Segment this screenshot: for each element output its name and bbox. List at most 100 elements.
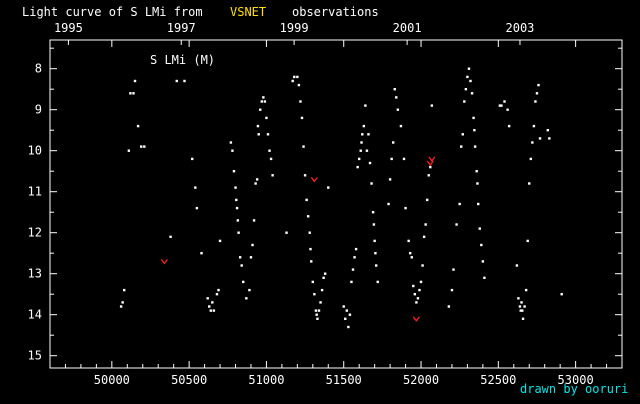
observation-point xyxy=(218,239,222,243)
observation-point xyxy=(368,161,372,165)
observation-point xyxy=(306,215,310,218)
observation-point xyxy=(297,83,301,87)
y-tick-label: 11 xyxy=(28,185,42,199)
observation-point xyxy=(560,293,563,296)
observation-point xyxy=(476,182,479,185)
observation-point xyxy=(481,260,485,263)
observation-point xyxy=(252,219,256,222)
observation-point xyxy=(529,157,532,161)
observation-point xyxy=(254,182,257,185)
y-tick-label: 13 xyxy=(28,267,42,281)
observation-point xyxy=(534,100,537,103)
observation-point xyxy=(242,280,245,284)
observation-point xyxy=(427,174,430,177)
observation-point xyxy=(392,141,395,144)
observation-point xyxy=(231,149,234,152)
observation-point xyxy=(396,108,400,111)
observation-point xyxy=(463,100,466,103)
observation-point xyxy=(256,124,260,128)
observation-point xyxy=(360,141,363,144)
observation-point xyxy=(320,288,324,292)
observation-point xyxy=(447,305,451,308)
upper-limit-mark xyxy=(412,316,420,322)
observation-point xyxy=(538,137,542,140)
observation-point xyxy=(271,174,274,177)
observation-point xyxy=(235,206,239,210)
observation-point xyxy=(477,202,480,206)
observation-point xyxy=(323,272,327,275)
observation-point xyxy=(211,301,214,304)
observation-point xyxy=(285,231,288,234)
observation-point xyxy=(450,288,454,292)
credit-label: drawn by ooruri xyxy=(520,382,628,396)
observation-point xyxy=(413,293,417,296)
observation-point xyxy=(409,252,412,255)
observation-point xyxy=(526,239,529,243)
observation-point xyxy=(421,264,424,267)
observation-point xyxy=(517,297,520,300)
observation-point xyxy=(353,256,356,259)
observation-point xyxy=(426,198,429,202)
chart-title-suffix: observations xyxy=(292,5,379,19)
observation-point xyxy=(229,141,233,144)
observation-point xyxy=(208,305,211,308)
observation-point xyxy=(327,186,330,189)
year-tick-label: 2001 xyxy=(393,21,422,35)
observation-point xyxy=(212,309,216,312)
star-label: S LMi (M) xyxy=(150,53,215,67)
observation-point xyxy=(365,149,369,152)
observation-point xyxy=(347,325,350,329)
observation-point xyxy=(195,206,199,210)
observation-point xyxy=(319,301,322,304)
observation-point xyxy=(194,186,197,189)
year-tick-label: 1997 xyxy=(167,21,196,35)
observation-point xyxy=(299,100,302,103)
observation-point xyxy=(313,293,316,296)
observation-point xyxy=(127,149,131,152)
observation-point xyxy=(296,75,299,79)
plot-frame xyxy=(49,39,623,369)
observation-point xyxy=(415,301,418,304)
observation-point xyxy=(399,124,403,128)
observation-point xyxy=(238,256,242,259)
observation-point xyxy=(519,309,522,312)
observation-point xyxy=(521,317,525,320)
observation-point xyxy=(535,92,539,95)
observation-point xyxy=(359,149,362,152)
observation-point xyxy=(523,305,526,308)
observation-point xyxy=(452,268,455,271)
observation-point xyxy=(373,239,376,243)
observation-point xyxy=(518,305,522,308)
observation-point xyxy=(121,301,124,304)
observation-point xyxy=(132,92,135,95)
observation-point xyxy=(209,309,212,312)
observation-point xyxy=(364,104,367,107)
observation-point xyxy=(548,137,551,140)
observation-point xyxy=(422,235,426,238)
axes: 50000 50500 51000 51500 52000 52500 53000 1995 1… xyxy=(28,21,622,387)
observation-point xyxy=(169,235,172,238)
x-tick-label: 52500 xyxy=(480,373,516,387)
observation-point xyxy=(351,268,355,271)
observation-point xyxy=(303,174,307,177)
observation-point xyxy=(266,133,270,136)
observation-point xyxy=(269,157,273,161)
upper-limit-mark xyxy=(160,259,168,265)
observation-point xyxy=(119,305,123,308)
x-tick-label: 52000 xyxy=(403,373,439,387)
observation-point xyxy=(217,288,220,292)
observation-point xyxy=(350,280,353,284)
observation-point xyxy=(410,256,413,259)
observation-point xyxy=(528,182,531,185)
observation-point xyxy=(500,104,503,107)
observation-point xyxy=(129,92,132,95)
upper-limit-mark xyxy=(310,177,318,183)
observation-point xyxy=(257,133,260,136)
observation-point xyxy=(473,145,477,148)
observation-point xyxy=(200,252,203,255)
observation-point xyxy=(419,280,423,284)
observation-point xyxy=(123,288,126,292)
upper-limit-mark xyxy=(428,156,436,162)
year-tick-label: 2003 xyxy=(506,21,535,35)
